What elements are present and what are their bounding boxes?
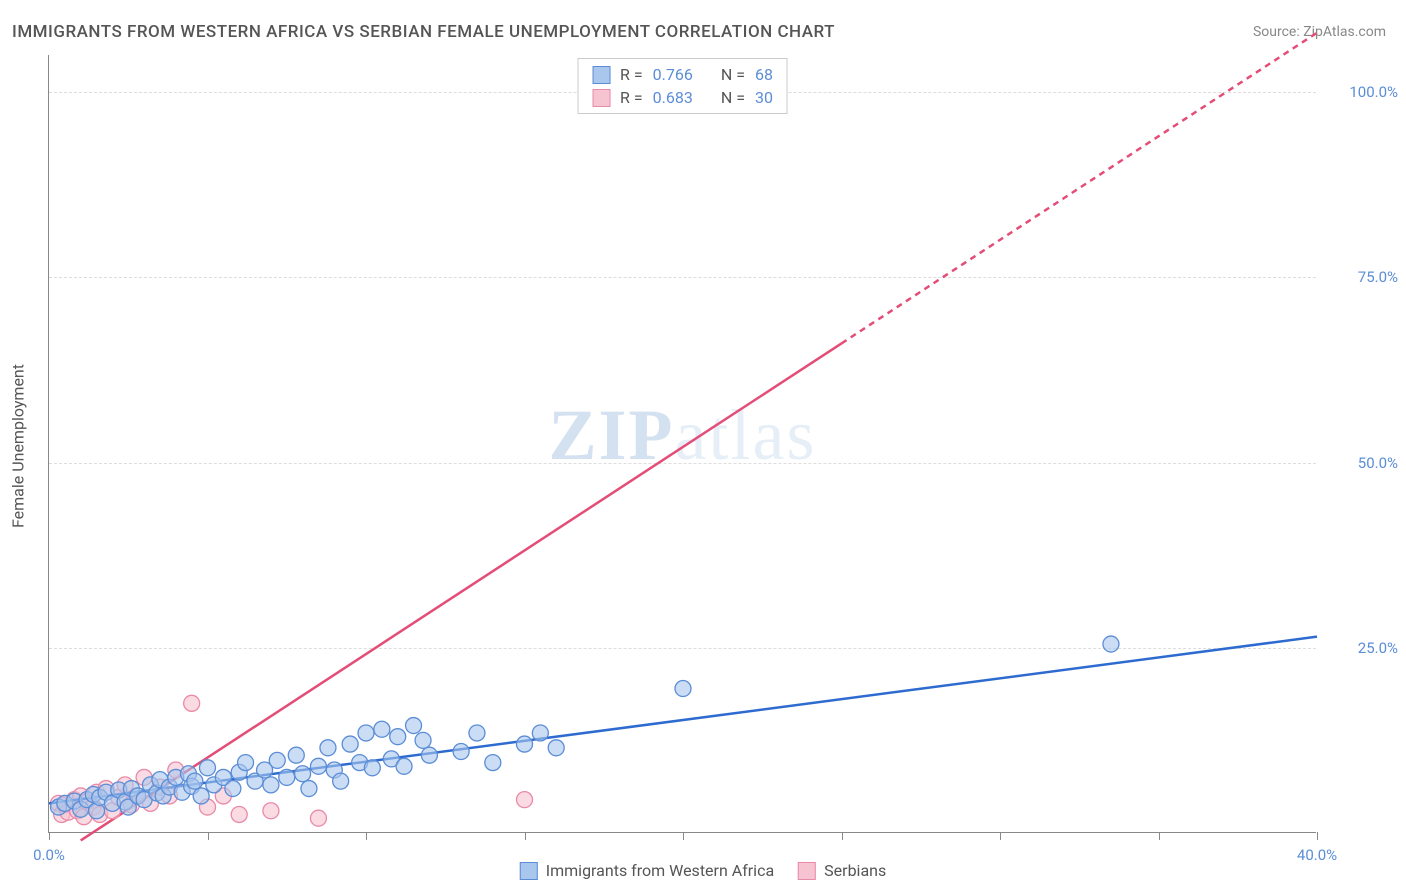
blue-data-point [421, 747, 437, 763]
blue-data-point [469, 725, 485, 741]
x-tick [49, 832, 50, 840]
blue-data-point [310, 758, 326, 774]
blue-data-point [225, 781, 241, 797]
legend-swatch [798, 862, 816, 880]
scatter-plot-svg [49, 55, 1316, 832]
blue-data-point [269, 752, 285, 768]
legend-swatch [592, 89, 610, 107]
x-tick [366, 832, 367, 840]
blue-data-point [532, 725, 548, 741]
x-tick [525, 832, 526, 840]
blue-data-point [396, 758, 412, 774]
blue-data-point [320, 740, 336, 756]
stats-row: R = 0.766 N = 68 [592, 63, 773, 86]
plot-area: ZIPatlas 25.0%50.0%75.0%100.0% 0.0%40.0%… [48, 55, 1316, 833]
n-label: N = [721, 65, 745, 84]
x-tick [683, 832, 684, 840]
legend-label: Immigrants from Western Africa [546, 861, 774, 880]
blue-data-point [193, 788, 209, 804]
blue-data-point [548, 740, 564, 756]
legend-item: Serbians [798, 861, 886, 880]
blue-data-point [453, 743, 469, 759]
x-tick [1000, 832, 1001, 840]
blue-data-point [295, 766, 311, 782]
x-tick [208, 832, 209, 840]
blue-data-point [406, 718, 422, 734]
pink-data-point [231, 806, 247, 822]
x-tick-label: 0.0% [33, 846, 65, 864]
blue-data-point [263, 777, 279, 793]
x-tick-label: 40.0% [1297, 846, 1337, 864]
legend-item: Immigrants from Western Africa [520, 861, 774, 880]
blue-data-point [1103, 636, 1119, 652]
blue-data-point [342, 736, 358, 752]
legend-swatch [520, 862, 538, 880]
legend-label: Serbians [824, 861, 886, 880]
pink-trend-line [81, 343, 842, 840]
blue-data-point [485, 755, 501, 771]
blue-data-point [333, 773, 349, 789]
blue-data-point [364, 760, 380, 776]
blue-data-point [288, 747, 304, 763]
bottom-legend: Immigrants from Western Africa Serbians [520, 861, 886, 880]
r-value: 0.683 [653, 88, 693, 107]
x-tick [1317, 832, 1318, 840]
blue-data-point [390, 729, 406, 745]
r-value: 0.766 [653, 65, 693, 84]
x-tick [842, 832, 843, 840]
y-tick-label: 25.0% [1358, 639, 1398, 657]
blue-data-point [374, 721, 390, 737]
x-tick [1159, 832, 1160, 840]
blue-data-point [358, 725, 374, 741]
blue-data-point [200, 760, 216, 776]
r-label: R = [620, 65, 643, 84]
blue-data-point [415, 732, 431, 748]
chart-title: IMMIGRANTS FROM WESTERN AFRICA VS SERBIA… [12, 22, 835, 42]
pink-data-point [517, 792, 533, 808]
legend-swatch [592, 66, 610, 84]
y-axis-label: Female Unemployment [9, 364, 28, 528]
pink-data-point [310, 810, 326, 826]
r-label: R = [620, 88, 643, 107]
blue-data-point [301, 781, 317, 797]
stats-row: R = 0.683 N = 30 [592, 86, 773, 109]
chart-container: IMMIGRANTS FROM WESTERN AFRICA VS SERBIA… [0, 0, 1406, 892]
blue-data-point [238, 755, 254, 771]
y-tick-label: 75.0% [1358, 268, 1398, 286]
n-value: 30 [755, 88, 773, 107]
y-tick-label: 100.0% [1349, 83, 1398, 101]
blue-data-point [279, 769, 295, 785]
pink-trend-line-dashed [842, 33, 1318, 344]
n-value: 68 [755, 65, 773, 84]
y-tick-label: 50.0% [1358, 454, 1398, 472]
n-label: N = [721, 88, 745, 107]
blue-data-point [675, 681, 691, 697]
correlation-stats-box: R = 0.766 N = 68 R = 0.683 N = 30 [577, 58, 788, 114]
pink-data-point [184, 695, 200, 711]
blue-data-point [187, 773, 203, 789]
blue-data-point [517, 736, 533, 752]
pink-data-point [263, 803, 279, 819]
source-attribution: Source: ZipAtlas.com [1253, 24, 1386, 40]
